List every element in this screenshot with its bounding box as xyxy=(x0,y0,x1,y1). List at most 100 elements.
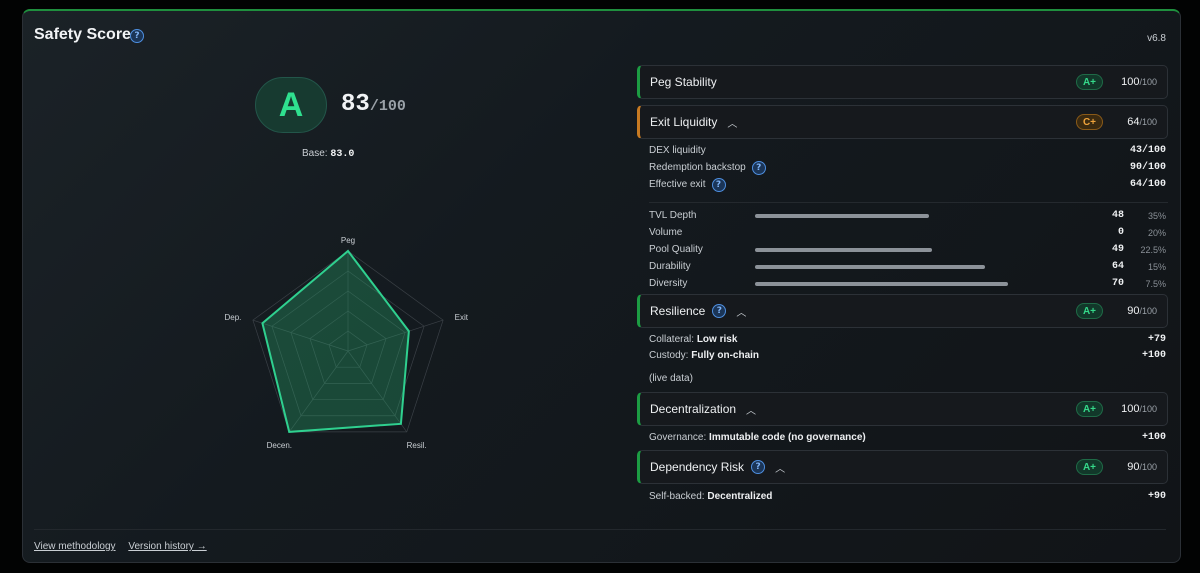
category-score-max: /100 xyxy=(1139,404,1157,414)
overall-score-value: 83 xyxy=(341,91,370,118)
category-decentralization[interactable]: Decentralization ︿ A+ 100/100 xyxy=(637,392,1168,426)
self-backed-label: Self-backed: xyxy=(649,491,705,502)
radar-axis-line xyxy=(347,350,408,433)
category-label: Resilience? ︿ xyxy=(650,304,746,319)
dependency-details: Self-backed: Decentralized +90 xyxy=(637,484,1168,505)
category-score-max: /100 xyxy=(1139,77,1157,87)
category-label: Decentralization ︿ xyxy=(650,402,756,417)
governance-row: Governance: Immutable code (no governanc… xyxy=(649,429,1168,446)
exit-liquidity-details: DEX liquidity 43/100 Redemption backstop… xyxy=(637,139,1168,292)
category-score-value: 100 xyxy=(1121,76,1140,88)
chevron-up-icon[interactable]: ︿ xyxy=(727,118,738,130)
category-name: Decentralization xyxy=(650,402,737,416)
chevron-up-icon[interactable]: ︿ xyxy=(746,405,757,417)
help-icon[interactable]: ? xyxy=(711,177,726,192)
category-exit-liquidity[interactable]: Exit Liquidity ︿ C+ 64/100 xyxy=(637,105,1168,139)
chevron-up-icon[interactable]: ︿ xyxy=(775,463,786,475)
grade-chip: A+ xyxy=(1075,74,1103,90)
collateral-delta: +79 xyxy=(1147,333,1166,345)
radar-axis-label: Exit xyxy=(455,313,469,322)
category-name: Peg Stability xyxy=(650,75,717,89)
resilience-details: Collateral: Low risk +79 Custody: Fully … xyxy=(637,328,1168,387)
category-name: Exit Liquidity xyxy=(650,115,718,129)
category-score-value: 90 xyxy=(1127,305,1140,317)
category-score-value: 90 xyxy=(1127,461,1140,473)
grade-badge: A xyxy=(255,77,327,133)
metric-value: 64/100 xyxy=(1129,179,1166,190)
metric-redemption-backstop: Redemption backstop ? 90/100 xyxy=(649,159,1168,176)
metric-value: 43/100 xyxy=(1129,145,1166,156)
category-resilience[interactable]: Resilience? ︿ A+ 90/100 xyxy=(637,294,1168,328)
factor-bar-track xyxy=(755,281,1011,286)
help-icon[interactable]: ? xyxy=(712,304,727,318)
category-label: Exit Liquidity ︿ xyxy=(650,115,737,130)
factor-bar-fill xyxy=(755,247,932,252)
collateral-row: Collateral: Low risk +79 xyxy=(649,331,1168,347)
factor-row: Pool Quality 49 22.5% xyxy=(649,241,1168,258)
metric-value: 90/100 xyxy=(1129,162,1166,173)
factor-weight: 7.5% xyxy=(1145,278,1166,289)
category-score-max: /100 xyxy=(1139,306,1157,316)
factor-label: Pool Quality xyxy=(649,244,703,255)
factor-bar-fill xyxy=(755,264,986,269)
category-score: 100/100 xyxy=(1121,76,1157,88)
radar-grid-ring xyxy=(309,310,387,384)
factor-weight: 35% xyxy=(1147,210,1166,221)
divider xyxy=(649,193,1168,203)
radar-axis-label: Dep. xyxy=(224,313,241,322)
factor-list: TVL Depth 48 35% Volume 0 20% Pool Quality 49 22… xyxy=(649,207,1168,292)
metric-label: DEX liquidity xyxy=(649,145,706,156)
safety-score-card: Safety Score ? v6.8 A 83/100 Base: 83.0 … xyxy=(22,9,1181,563)
overall-score: 83/100 xyxy=(341,91,406,118)
radar-labels: Peg Exit Resil. Decen. Dep. xyxy=(224,236,468,450)
factor-weight: 15% xyxy=(1147,261,1166,272)
grade-chip: C+ xyxy=(1075,114,1103,130)
chevron-up-icon[interactable]: ︿ xyxy=(736,307,747,319)
base-score-value: 83.0 xyxy=(330,149,355,160)
category-dependency-risk[interactable]: Dependency Risk? ︿ A+ 90/100 xyxy=(637,450,1168,484)
radar-data-shape xyxy=(261,249,410,433)
category-name: Resilience xyxy=(650,304,706,318)
factor-bar-fill xyxy=(755,281,1009,286)
factor-value: 49 xyxy=(1111,244,1124,255)
factor-bar-track xyxy=(755,247,1011,252)
radar-axis-label: Decen. xyxy=(267,441,292,450)
base-score-label: Base: xyxy=(302,148,328,159)
card-title-text: Safety Score xyxy=(34,26,131,43)
collateral-label: Collateral: xyxy=(649,333,695,345)
factor-weight: 20% xyxy=(1147,227,1166,238)
radar-grid-ring xyxy=(252,250,444,433)
factor-bar-track xyxy=(755,231,1011,235)
factor-weight: 22.5% xyxy=(1140,244,1166,255)
governance-delta: +100 xyxy=(1141,432,1166,443)
custody-row: Custody: Fully on-chain +100 xyxy=(649,347,1168,363)
factor-row: Volume 0 20% xyxy=(649,224,1168,241)
view-methodology-link[interactable]: View methodology xyxy=(34,541,116,552)
metric-effective-exit: Effective exit ? 64/100 xyxy=(649,176,1168,193)
self-backed-row: Self-backed: Decentralized +90 xyxy=(649,488,1168,505)
radar-grid-ring xyxy=(271,270,425,417)
self-backed-delta: +90 xyxy=(1147,491,1166,502)
version-history-link[interactable]: Version history → xyxy=(128,541,207,552)
custody-label: Custody: xyxy=(649,349,689,361)
decentralization-details: Governance: Immutable code (no governanc… xyxy=(637,426,1168,450)
radar-grid-ring xyxy=(290,290,406,400)
governance-label: Governance: xyxy=(649,432,707,443)
category-score: 100/100 xyxy=(1121,403,1157,415)
radar-grid-ring xyxy=(328,330,368,368)
radar-axis-label: Resil. xyxy=(407,441,427,450)
card-title: Safety Score ? xyxy=(34,26,144,44)
help-icon[interactable]: ? xyxy=(751,460,766,474)
metric-label: Redemption backstop xyxy=(649,162,746,173)
factor-row: Diversity 70 7.5% xyxy=(649,275,1168,292)
category-label: Dependency Risk? ︿ xyxy=(650,460,785,475)
help-icon[interactable]: ? xyxy=(751,160,766,175)
help-icon[interactable]: ? xyxy=(130,29,144,43)
category-score-value: 64 xyxy=(1127,116,1140,128)
metric-label: Effective exit xyxy=(649,179,706,190)
metric-dex-liquidity: DEX liquidity 43/100 xyxy=(649,142,1168,159)
grade-chip: A+ xyxy=(1075,401,1103,417)
custody-value: Fully on-chain xyxy=(691,349,760,361)
radar-axis-line xyxy=(288,350,349,433)
category-peg-stability[interactable]: Peg Stability A+ 100/100 xyxy=(637,65,1168,99)
